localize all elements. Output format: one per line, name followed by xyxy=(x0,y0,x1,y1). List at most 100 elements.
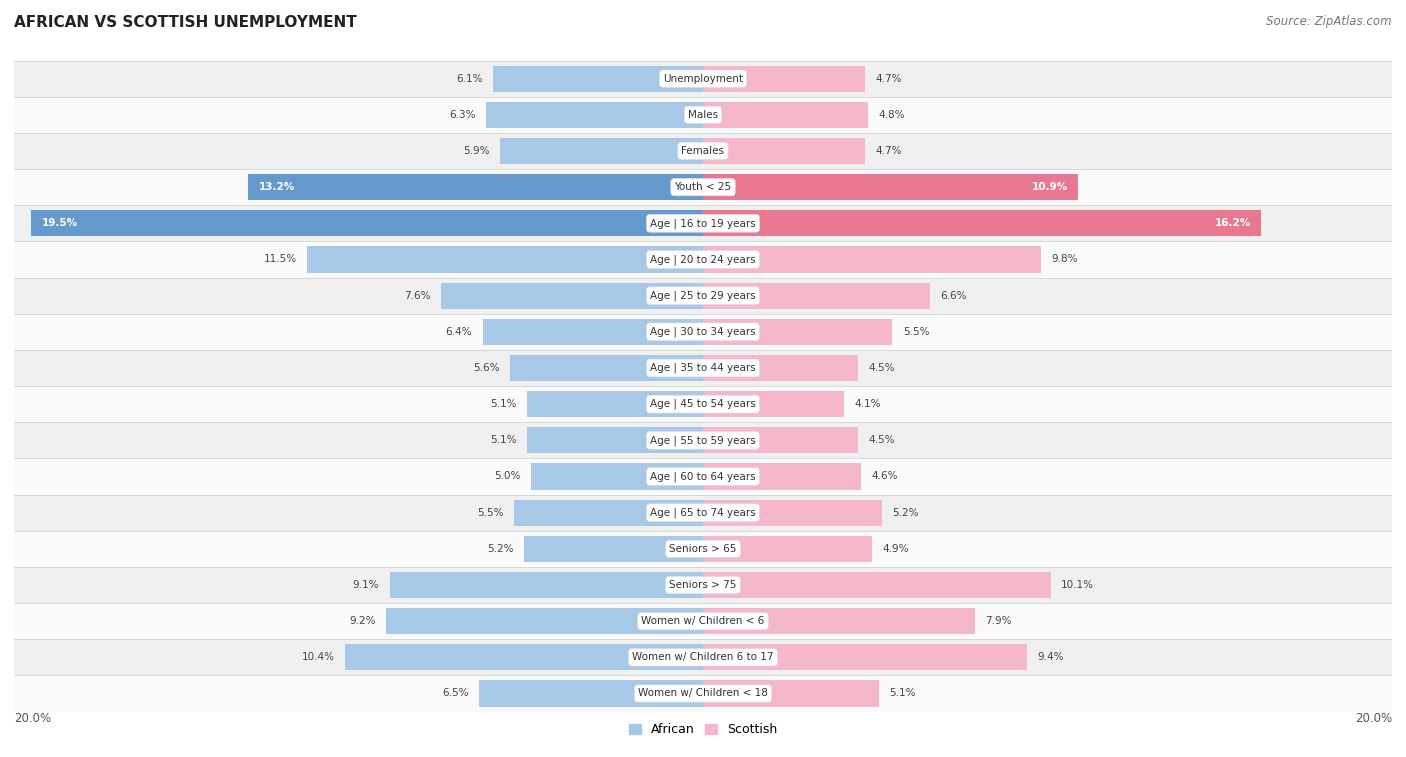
Bar xyxy=(524,536,703,562)
Text: 11.5%: 11.5% xyxy=(263,254,297,264)
Bar xyxy=(703,174,1078,200)
Text: 7.9%: 7.9% xyxy=(986,616,1012,626)
Text: Women w/ Children < 18: Women w/ Children < 18 xyxy=(638,689,768,699)
Bar xyxy=(14,422,1392,459)
Text: 9.8%: 9.8% xyxy=(1050,254,1077,264)
Bar xyxy=(14,567,1392,603)
Bar xyxy=(703,101,869,128)
Bar xyxy=(14,386,1392,422)
Text: 20.0%: 20.0% xyxy=(1355,712,1392,724)
Bar xyxy=(703,427,858,453)
Bar xyxy=(14,205,1392,241)
Bar xyxy=(499,138,703,164)
Bar xyxy=(389,572,703,598)
Text: 5.5%: 5.5% xyxy=(903,327,929,337)
Text: Women w/ Children 6 to 17: Women w/ Children 6 to 17 xyxy=(633,653,773,662)
Text: Age | 35 to 44 years: Age | 35 to 44 years xyxy=(650,363,756,373)
Bar xyxy=(14,97,1392,133)
Bar xyxy=(14,494,1392,531)
Bar xyxy=(531,463,703,490)
Text: 5.6%: 5.6% xyxy=(474,363,499,373)
Bar xyxy=(14,639,1392,675)
Text: 4.8%: 4.8% xyxy=(879,110,905,120)
Bar xyxy=(14,241,1392,278)
Text: 6.6%: 6.6% xyxy=(941,291,967,301)
Bar xyxy=(703,572,1050,598)
Bar xyxy=(703,500,882,525)
Text: 13.2%: 13.2% xyxy=(259,182,295,192)
Text: Seniors > 75: Seniors > 75 xyxy=(669,580,737,590)
Text: 5.0%: 5.0% xyxy=(494,472,520,481)
Text: Age | 45 to 54 years: Age | 45 to 54 years xyxy=(650,399,756,410)
Text: Age | 30 to 34 years: Age | 30 to 34 years xyxy=(650,326,756,337)
Text: 4.1%: 4.1% xyxy=(855,399,882,409)
Text: 5.5%: 5.5% xyxy=(477,508,503,518)
Bar xyxy=(703,608,976,634)
Bar xyxy=(703,210,1261,236)
Text: 9.2%: 9.2% xyxy=(349,616,375,626)
Text: 4.7%: 4.7% xyxy=(875,73,901,83)
Bar xyxy=(14,313,1392,350)
Bar xyxy=(513,500,703,525)
Bar xyxy=(486,101,703,128)
Bar xyxy=(14,459,1392,494)
Text: AFRICAN VS SCOTTISH UNEMPLOYMENT: AFRICAN VS SCOTTISH UNEMPLOYMENT xyxy=(14,15,357,30)
Bar xyxy=(14,675,1392,712)
Text: 4.9%: 4.9% xyxy=(882,544,908,554)
Text: 6.5%: 6.5% xyxy=(443,689,468,699)
Text: 4.5%: 4.5% xyxy=(869,363,894,373)
Text: 16.2%: 16.2% xyxy=(1215,218,1251,229)
Text: 5.2%: 5.2% xyxy=(486,544,513,554)
Text: 5.2%: 5.2% xyxy=(893,508,920,518)
Bar xyxy=(703,282,931,309)
Bar xyxy=(703,463,862,490)
Text: 6.3%: 6.3% xyxy=(449,110,475,120)
Text: Age | 65 to 74 years: Age | 65 to 74 years xyxy=(650,507,756,518)
Bar xyxy=(14,278,1392,313)
Text: 5.1%: 5.1% xyxy=(491,435,517,445)
Text: 10.9%: 10.9% xyxy=(1032,182,1069,192)
Bar xyxy=(703,247,1040,273)
Text: 5.1%: 5.1% xyxy=(889,689,915,699)
Text: Age | 16 to 19 years: Age | 16 to 19 years xyxy=(650,218,756,229)
Text: Age | 55 to 59 years: Age | 55 to 59 years xyxy=(650,435,756,446)
Text: Source: ZipAtlas.com: Source: ZipAtlas.com xyxy=(1267,15,1392,28)
Text: Age | 25 to 29 years: Age | 25 to 29 years xyxy=(650,291,756,301)
Text: Unemployment: Unemployment xyxy=(664,73,742,83)
Bar xyxy=(14,169,1392,205)
Text: 5.9%: 5.9% xyxy=(463,146,489,156)
Text: 4.6%: 4.6% xyxy=(872,472,898,481)
Bar xyxy=(703,66,865,92)
Text: 5.1%: 5.1% xyxy=(491,399,517,409)
Bar xyxy=(494,66,703,92)
Text: Males: Males xyxy=(688,110,718,120)
Text: 6.4%: 6.4% xyxy=(446,327,472,337)
Bar xyxy=(14,61,1392,97)
Text: 9.1%: 9.1% xyxy=(353,580,380,590)
Bar xyxy=(14,603,1392,639)
Bar xyxy=(703,644,1026,671)
Bar xyxy=(703,391,844,417)
Text: Age | 60 to 64 years: Age | 60 to 64 years xyxy=(650,472,756,481)
Text: 20.0%: 20.0% xyxy=(14,712,51,724)
Text: 10.4%: 10.4% xyxy=(301,653,335,662)
Text: Women w/ Children < 6: Women w/ Children < 6 xyxy=(641,616,765,626)
Text: Females: Females xyxy=(682,146,724,156)
Text: 4.7%: 4.7% xyxy=(875,146,901,156)
Text: 19.5%: 19.5% xyxy=(42,218,77,229)
Bar xyxy=(249,174,703,200)
Text: 6.1%: 6.1% xyxy=(456,73,482,83)
Bar xyxy=(703,355,858,381)
Bar xyxy=(482,319,703,345)
Bar xyxy=(14,531,1392,567)
Legend: African, Scottish: African, Scottish xyxy=(623,718,783,741)
Bar xyxy=(703,681,879,706)
Bar xyxy=(441,282,703,309)
Bar xyxy=(527,391,703,417)
Bar xyxy=(14,350,1392,386)
Bar xyxy=(479,681,703,706)
Bar xyxy=(703,138,865,164)
Text: Age | 20 to 24 years: Age | 20 to 24 years xyxy=(650,254,756,265)
Bar xyxy=(307,247,703,273)
Text: 9.4%: 9.4% xyxy=(1038,653,1063,662)
